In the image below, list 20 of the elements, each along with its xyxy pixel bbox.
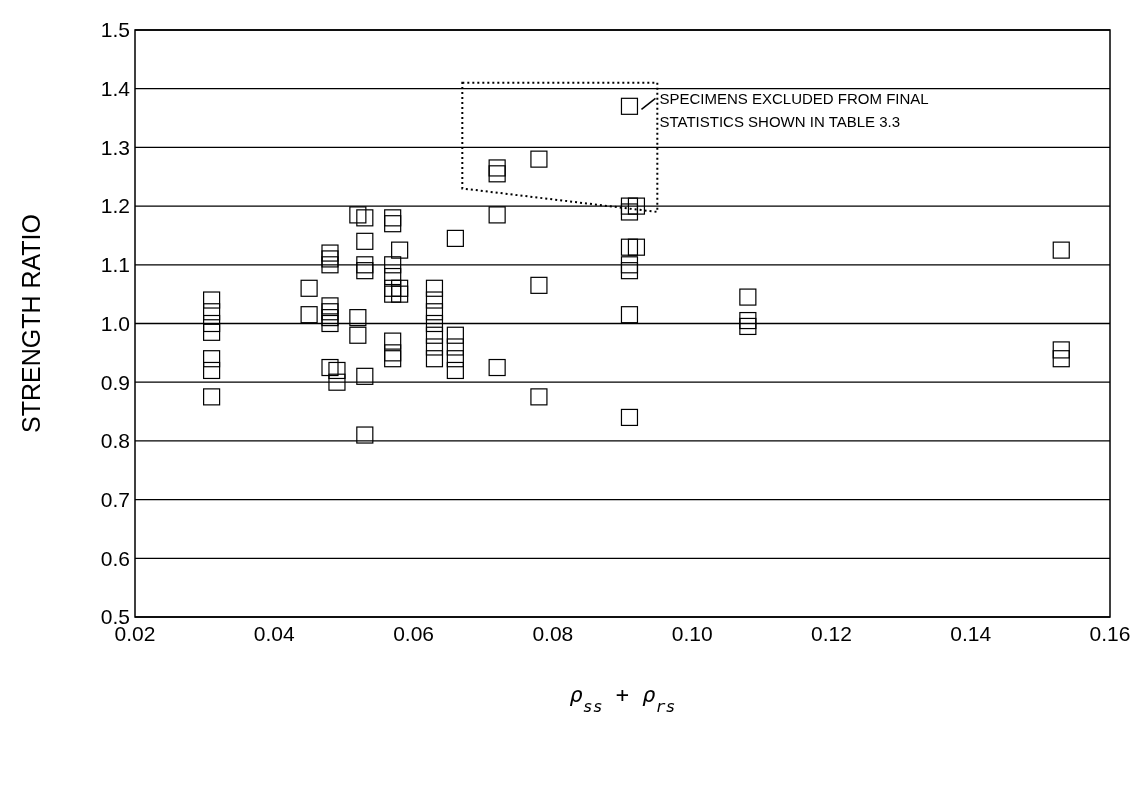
y-tick-label: 0.7 xyxy=(100,487,130,511)
x-tick-label: 0.06 xyxy=(393,622,435,645)
annotation: SPECIMENS EXCLUDED FROM FINAL STATISTICS SHOWN IN TABLE 3.3 xyxy=(659,90,929,131)
y-tick-label: 0.9 xyxy=(100,370,130,394)
y-tick-label: 1.1 xyxy=(100,253,130,277)
y-tick-label: 1.0 xyxy=(100,311,130,335)
y-tick-label: 1.4 xyxy=(100,77,131,101)
x-tick-label: 0.16 xyxy=(1089,622,1131,645)
x-tick-label: 0.10 xyxy=(671,622,713,645)
y-tick-label: 0.6 xyxy=(100,546,130,570)
x-axis-title: ρ$_{ss}$ + ρ$_{rs}$ xyxy=(569,682,676,716)
x-tick-label: 0.08 xyxy=(532,622,574,645)
y-tick-label: 0.8 xyxy=(100,429,130,453)
y-tick-label: 1.5 xyxy=(100,18,130,42)
y-tick-label: 1.3 xyxy=(100,135,130,159)
y-tick-label: 1.2 xyxy=(100,194,130,218)
x-tick-label: 0.04 xyxy=(253,622,296,645)
x-tick-label: 0.12 xyxy=(810,622,852,645)
x-tick-label: 0.14 xyxy=(950,622,992,645)
y-axis-title: STRENGTH RATIO xyxy=(17,214,45,433)
